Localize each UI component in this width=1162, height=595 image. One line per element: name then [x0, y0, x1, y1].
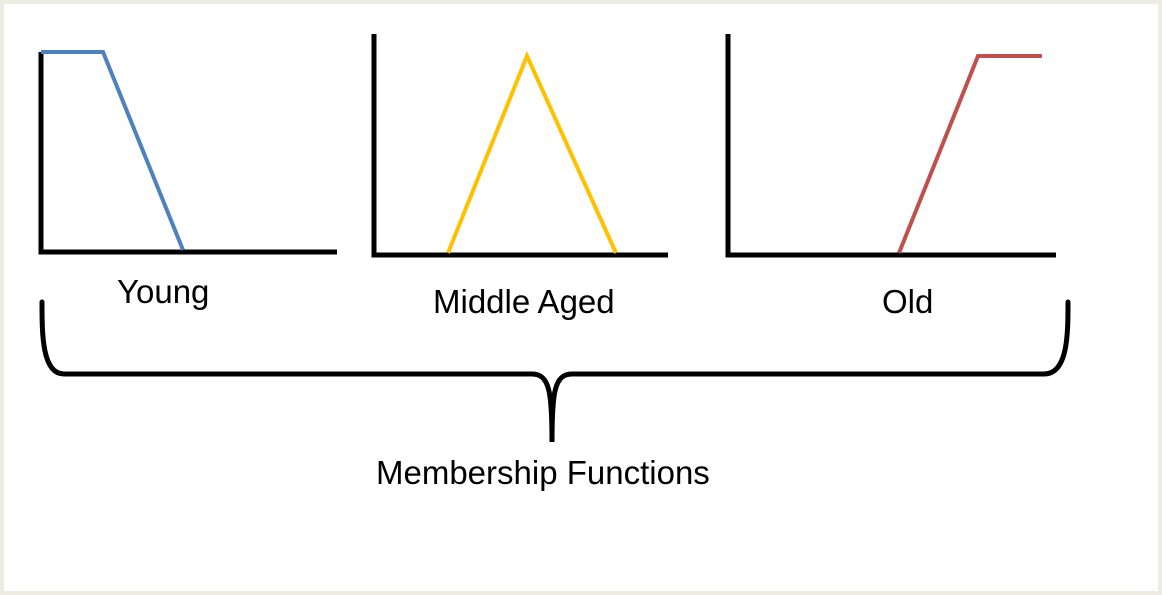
- panel-middle-aged: [371, 34, 668, 258]
- diagram-svg: [38, 34, 1071, 443]
- young-membership-curve: [41, 50, 185, 251]
- panel-young-axes: [38, 52, 337, 255]
- middle-aged-label: Middle Aged: [433, 283, 615, 320]
- old-membership-curve: [897, 54, 1042, 254]
- membership-functions-caption: Membership Functions: [376, 454, 710, 491]
- panel-middle-aged-axes: [371, 34, 668, 258]
- panel-old-axes: [725, 34, 1056, 258]
- young-label: Young: [117, 273, 210, 310]
- old-label: Old: [882, 283, 934, 320]
- panel-old: [725, 34, 1056, 258]
- middle-aged-membership-curve: [446, 50, 618, 254]
- panel-young: [38, 50, 337, 255]
- grouping-brace: [39, 299, 1071, 443]
